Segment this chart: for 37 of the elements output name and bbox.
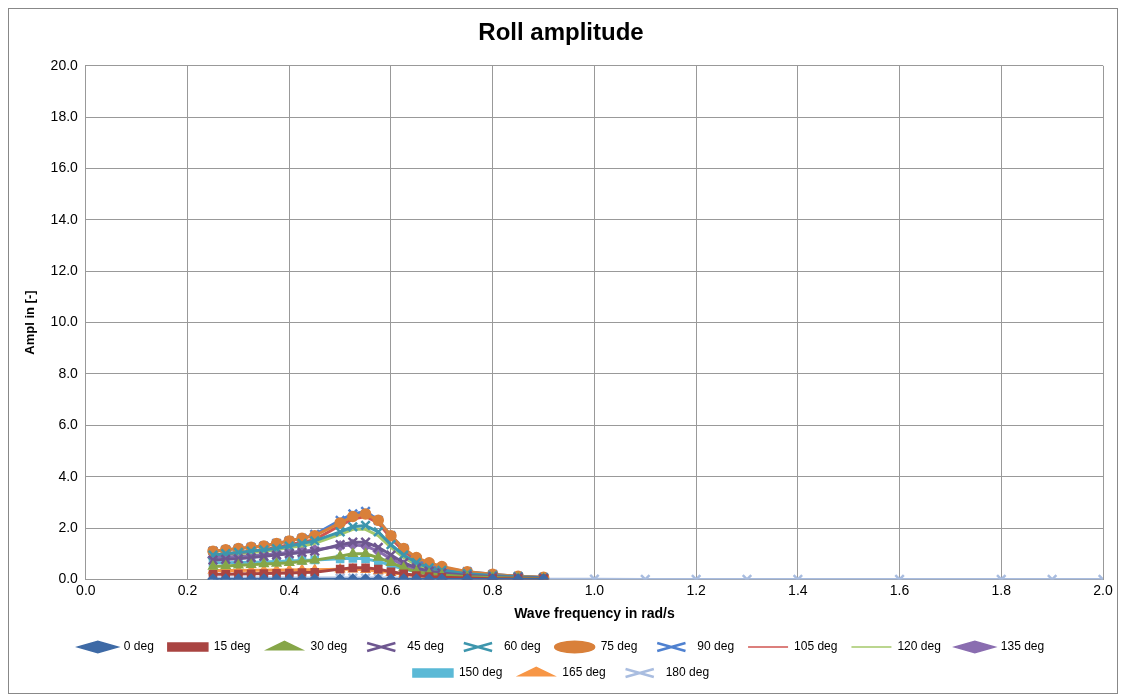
legend-label: 15 deg xyxy=(213,639,251,654)
x-tick-label: 0.8 xyxy=(482,581,503,598)
legend-label: 30 deg xyxy=(310,639,348,654)
x-tick-label: 1.8 xyxy=(991,581,1012,598)
x-tick-label: 0.6 xyxy=(381,581,401,598)
legend-label: 60 deg xyxy=(503,639,541,654)
x-axis-title: Wave frequency in rad/s xyxy=(514,605,675,622)
legend-label: 165 deg xyxy=(562,665,606,680)
legend-label: 105 deg xyxy=(794,639,838,654)
y-tick-label: 8.0 xyxy=(58,364,79,381)
x-tick-label: 1.4 xyxy=(788,581,808,598)
y-tick-label: 16.0 xyxy=(50,159,79,176)
legend-label: 0 deg xyxy=(123,639,154,654)
legend-label: 90 deg xyxy=(697,639,735,654)
legend-label: 75 deg xyxy=(600,639,638,654)
x-tick-label: 1.0 xyxy=(584,581,605,598)
x-tick-label: 0.0 xyxy=(76,581,96,598)
y-axis-title: Ampl in [-] xyxy=(22,290,38,355)
x-tick-label: 0.2 xyxy=(177,581,198,598)
x-tick-label: 0.4 xyxy=(279,581,300,598)
x-tick-label: 1.6 xyxy=(889,581,910,598)
x-tick-label: 2.0 xyxy=(1093,581,1113,598)
legend-label: 135 deg xyxy=(1000,639,1045,654)
legend-label: 150 deg xyxy=(458,665,503,680)
y-tick-label: 6.0 xyxy=(58,416,79,433)
chart-title: Roll amplitude xyxy=(478,18,644,46)
y-tick-label: 4.0 xyxy=(58,467,79,484)
y-tick-label: 10.0 xyxy=(50,313,79,330)
legend-label: 120 deg xyxy=(897,639,941,654)
y-tick-label: 12.0 xyxy=(50,262,79,279)
legend-label: 45 deg xyxy=(407,639,444,654)
x-tick-label: 1.2 xyxy=(686,581,707,598)
y-tick-label: 14.0 xyxy=(50,210,79,227)
legend-label: 180 deg xyxy=(665,665,710,680)
y-tick-label: 2.0 xyxy=(58,518,79,535)
y-tick-label: 20.0 xyxy=(50,56,79,73)
y-tick-label: 18.0 xyxy=(50,108,79,125)
